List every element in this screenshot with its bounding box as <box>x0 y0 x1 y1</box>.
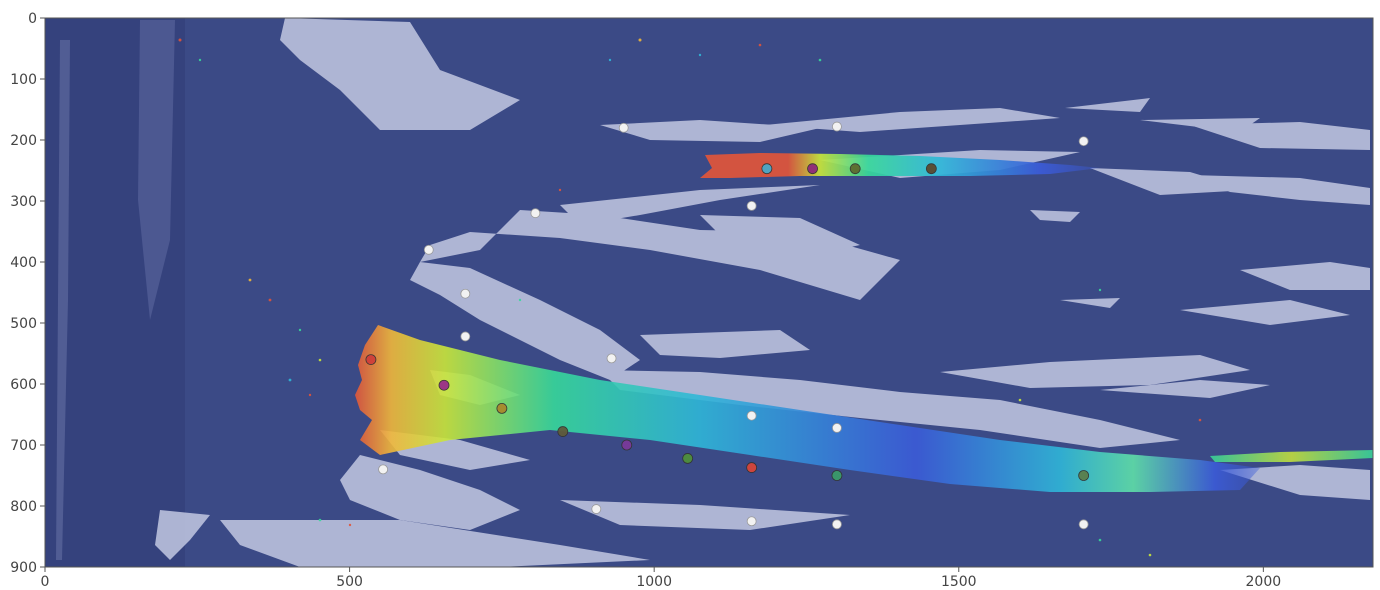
white-marker <box>530 208 541 219</box>
x-tick-label: 1500 <box>941 574 977 590</box>
noise-speckles <box>178 38 1202 557</box>
colored-marker <box>557 426 569 437</box>
colored-marker <box>438 379 450 391</box>
colored-marker <box>831 470 843 481</box>
colored-marker <box>1078 470 1090 481</box>
x-axis: 0 500 1000 1500 2000 <box>41 567 1282 590</box>
y-axis: 0 100 200 300 400 500 600 700 800 900 <box>10 11 45 576</box>
colored-marker <box>925 163 937 175</box>
y-tick-label: 400 <box>10 255 37 271</box>
y-tick-label: 900 <box>10 560 37 576</box>
white-marker <box>832 121 842 132</box>
colored-marker <box>682 453 694 464</box>
y-tick-label: 0 <box>28 11 37 27</box>
white-marker <box>746 516 757 527</box>
right-strip <box>1210 450 1373 462</box>
white-marker <box>746 200 757 211</box>
x-tick-label: 2000 <box>1246 574 1282 590</box>
white-marker <box>378 464 388 475</box>
colored-marker <box>365 354 377 366</box>
white-marker <box>1078 519 1089 530</box>
y-tick-label: 200 <box>10 133 37 149</box>
colored-marker <box>621 439 633 451</box>
y-tick-label: 700 <box>10 438 37 454</box>
y-tick-label: 500 <box>10 316 37 332</box>
white-marker <box>591 504 602 514</box>
white-marker <box>423 244 434 255</box>
colored-marker <box>761 163 773 175</box>
white-marker <box>606 353 617 364</box>
white-marker <box>1078 136 1089 147</box>
y-tick-label: 800 <box>10 499 37 515</box>
colored-marker <box>496 402 508 414</box>
plot-frame <box>44 17 1374 568</box>
colored-marker <box>849 163 861 175</box>
x-tick-label: 1000 <box>636 574 672 590</box>
colored-marker <box>807 163 818 175</box>
white-marker <box>746 410 757 421</box>
white-marker <box>460 288 471 299</box>
markers-layer <box>365 121 1090 530</box>
y-tick-label: 100 <box>10 72 37 88</box>
lower-plume <box>355 325 1260 492</box>
y-tick-label: 300 <box>10 194 37 210</box>
white-marker <box>832 519 842 530</box>
y-tick-label: 600 <box>10 377 37 393</box>
x-tick-label: 0 <box>41 574 50 590</box>
white-marker <box>460 331 471 342</box>
white-marker <box>618 122 629 133</box>
colored-marker <box>746 462 758 473</box>
x-tick-label: 500 <box>336 574 363 590</box>
upper-plume <box>700 153 1100 178</box>
white-marker <box>832 423 842 433</box>
